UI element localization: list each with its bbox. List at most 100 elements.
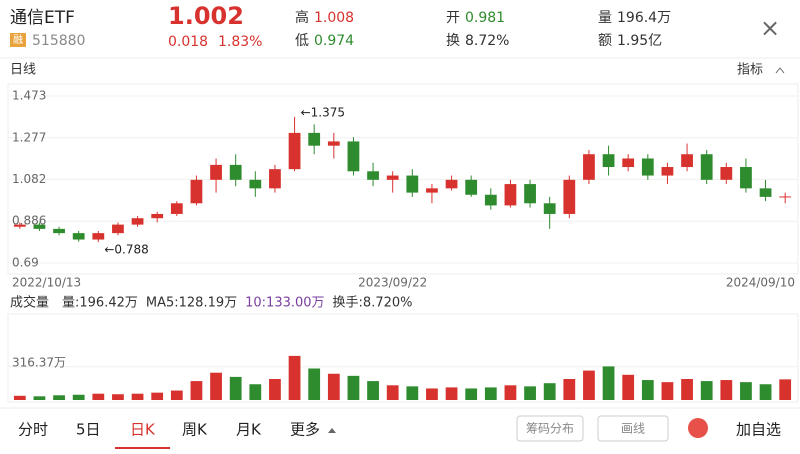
annotation: ←1.375	[301, 105, 345, 119]
candle-body	[740, 167, 752, 189]
candle-body	[779, 196, 792, 198]
candle-body	[386, 175, 399, 180]
candle-body	[112, 224, 124, 234]
volume-bar	[92, 393, 105, 400]
candle-body	[327, 141, 340, 146]
candle-body	[641, 158, 654, 176]
volume-bar	[740, 382, 752, 400]
volume-bar	[210, 372, 222, 400]
volume-bar	[720, 380, 733, 400]
tab[interactable]: 月K	[236, 421, 262, 439]
button[interactable]: 筹码分布	[526, 422, 574, 436]
candle-body	[426, 188, 438, 193]
y-tick-label: 316.37万	[12, 355, 66, 369]
volume-bar	[759, 384, 772, 400]
candle-body	[190, 179, 203, 204]
candle-body	[53, 228, 65, 234]
volume-bar	[53, 395, 65, 400]
change-pct: 1.83%	[218, 34, 262, 50]
candle-body	[700, 154, 713, 180]
period-label: 日线	[10, 63, 36, 78]
candle-body	[131, 218, 144, 225]
volume-bar	[308, 368, 321, 400]
volume-bar	[367, 381, 379, 400]
chevron	[775, 67, 785, 74]
candle-body	[465, 179, 478, 195]
candle-body	[445, 179, 458, 189]
volume-bar	[484, 387, 497, 400]
volume-stat: 换手:8.720%	[333, 296, 413, 311]
more-arrow	[328, 428, 336, 433]
tab[interactable]: 分时	[18, 421, 48, 439]
volume-bar	[779, 379, 792, 400]
candle-body	[13, 224, 26, 227]
price: 1.002	[168, 2, 244, 30]
volume-bar	[426, 388, 438, 400]
candle-body	[602, 154, 615, 168]
volume-bar	[700, 381, 713, 400]
button[interactable]: 画线	[621, 422, 645, 436]
volume-bar	[33, 396, 46, 400]
y-tick-label: 1.082	[12, 172, 46, 186]
x-tick-label: 2024/09/10	[726, 276, 795, 290]
candle-body	[308, 132, 321, 146]
volume-bar	[269, 379, 281, 400]
volume-bar	[681, 379, 693, 400]
x-tick-label: 2022/10/13	[12, 276, 81, 290]
volume-bar	[622, 374, 635, 400]
volume-bar	[445, 387, 458, 400]
candle-body	[288, 132, 301, 170]
candle-body	[484, 194, 497, 206]
volume-stat: 量:196.42万	[62, 296, 138, 311]
label: 额	[598, 33, 612, 49]
candle-body	[583, 154, 595, 180]
volume-title: 成交量	[10, 295, 49, 311]
candle-body	[622, 158, 635, 168]
candle-body	[229, 164, 242, 180]
candle-body	[33, 224, 46, 229]
volume-stat: 10:133.00万	[245, 296, 324, 311]
volume-bar	[170, 390, 183, 400]
watch-dot	[688, 418, 708, 438]
volume-bar	[327, 373, 340, 400]
volume-bar	[563, 379, 576, 400]
tab[interactable]: 更多	[290, 421, 320, 439]
close-button[interactable]: ×	[760, 14, 780, 42]
change: 0.018	[168, 34, 208, 50]
volume-bar	[72, 394, 85, 400]
y-tick-label: 1.277	[12, 130, 46, 144]
tab[interactable]: 日K	[130, 421, 156, 439]
tab[interactable]: 周K	[182, 421, 208, 439]
volume-bar	[602, 366, 615, 400]
volume-bar	[151, 392, 164, 400]
candle-body	[72, 233, 85, 240]
annotation: ←0.788	[104, 243, 148, 257]
candle-body	[661, 167, 674, 176]
candle-body	[210, 164, 222, 180]
amount: 1.95亿	[617, 33, 662, 49]
tab[interactable]: 5日	[76, 421, 101, 439]
candle-body	[367, 171, 379, 180]
low: 0.974	[314, 33, 354, 49]
volume-bar	[583, 370, 595, 400]
badge: 融	[13, 34, 23, 46]
candle-body	[249, 179, 262, 189]
volume-bar	[504, 385, 517, 400]
volume-bar	[190, 381, 203, 400]
y-tick-label: 1.473	[12, 89, 46, 103]
indicator-button[interactable]: 指标	[737, 63, 763, 78]
volume-stat: MA5:128.19万	[146, 296, 237, 311]
volume: 196.4万	[617, 10, 671, 26]
label: 低	[295, 33, 309, 49]
etf-name: 通信ETF	[10, 8, 75, 28]
add-watch[interactable]: 加自选	[736, 421, 781, 439]
candle-body	[720, 167, 733, 180]
volume-bar	[347, 375, 360, 400]
volume-bar	[524, 386, 536, 400]
y-tick-label: 0.69	[12, 256, 39, 270]
y-tick-label: 0.886	[12, 214, 46, 228]
candle-body	[269, 169, 281, 189]
candle-body	[759, 188, 772, 197]
label: 量	[598, 10, 612, 26]
